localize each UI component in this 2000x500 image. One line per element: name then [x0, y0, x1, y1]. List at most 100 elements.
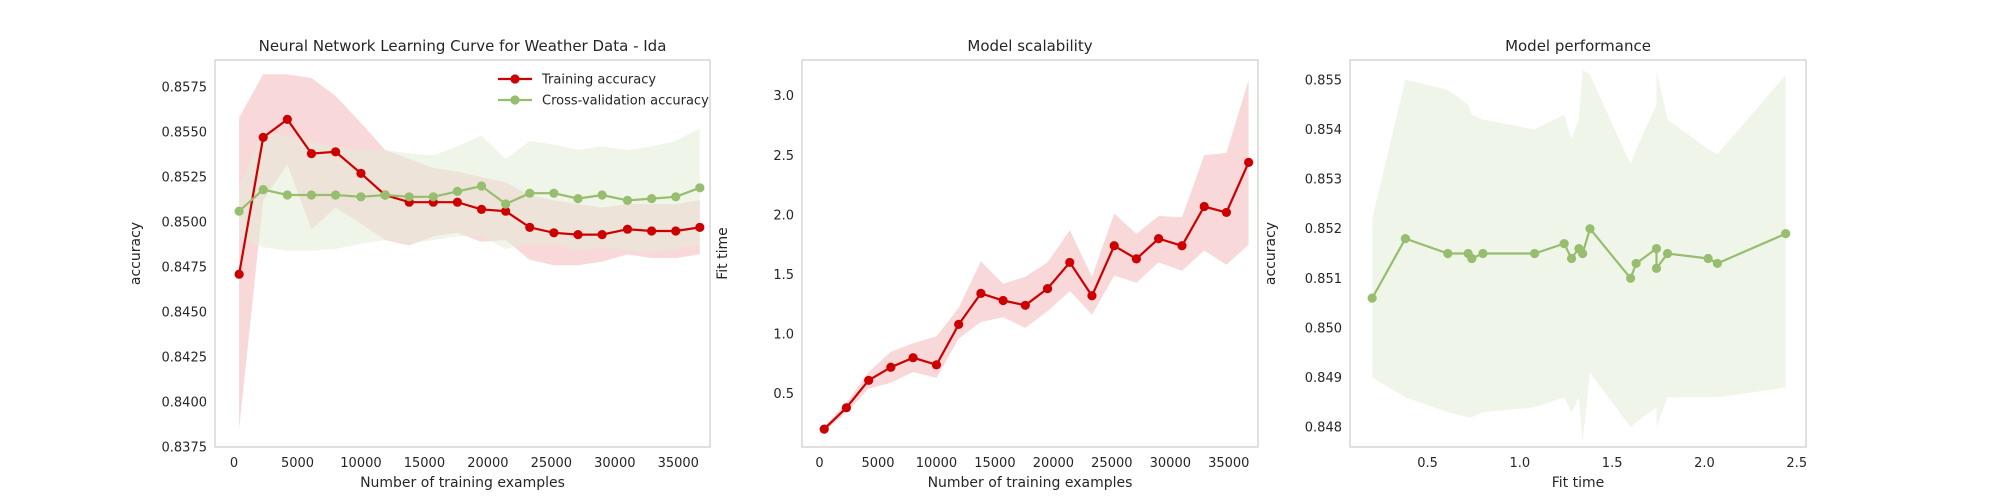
series-0-point	[908, 353, 918, 363]
x-axis-label: Number of training examples	[928, 475, 1133, 491]
series-1-point	[695, 183, 705, 193]
series-0-point	[1221, 207, 1232, 218]
legend-marker	[510, 74, 520, 84]
plot-area	[819, 80, 1254, 434]
series-0-point	[525, 222, 535, 232]
series-0-point	[1443, 248, 1453, 259]
series-1-point	[622, 195, 633, 205]
legend: Training accuracy Cross-validation accura…	[498, 73, 709, 109]
x-tick-label: 1.0	[1510, 456, 1531, 471]
series-0-point	[1578, 248, 1588, 259]
series-0-point	[976, 288, 986, 298]
plot-frame	[214, 59, 711, 448]
series-0-point	[1244, 157, 1254, 168]
x-tick-label: 10000	[916, 456, 957, 471]
y-tick-label: 0.8525	[162, 171, 208, 186]
y-tick-label: 2.0	[773, 208, 794, 223]
series-1-point	[671, 192, 681, 202]
series-1-point	[549, 188, 559, 198]
series-1-point	[428, 192, 438, 202]
series-1-point	[404, 192, 414, 202]
series-1-point	[573, 194, 583, 204]
series-0-point	[622, 224, 633, 234]
series-1-point	[452, 186, 463, 196]
series-0-point	[864, 375, 874, 385]
series-0-point	[1177, 241, 1187, 251]
series-0-point	[1712, 258, 1722, 269]
plot-area	[234, 74, 705, 430]
y-tick-label: 0.850	[1305, 321, 1342, 336]
y-tick-label: 2.5	[773, 149, 794, 164]
x-tick-label: 10000	[340, 456, 381, 471]
series-0-point	[258, 132, 268, 142]
plot-frame	[1349, 59, 1807, 448]
y-tick-label: 0.8450	[162, 306, 208, 321]
series-0-point	[1478, 248, 1488, 259]
x-axis-label: Fit time	[1552, 475, 1605, 491]
series-1-point	[234, 206, 244, 216]
chart-title: Neural Network Learning Curve for Weathe…	[259, 37, 667, 55]
x-tick-label: 2.5	[1786, 456, 1807, 471]
y-tick-label: 0.849	[1305, 371, 1342, 386]
series-0-point	[1530, 248, 1540, 259]
plot-frame	[801, 59, 1259, 448]
y-tick-label: 0.8550	[162, 126, 208, 141]
y-axis-label: Fit time	[715, 227, 731, 280]
series-0-point	[501, 206, 511, 216]
x-axis-label: Number of training examples	[360, 475, 565, 491]
performance-panel: 0.5 1.0 1.5 2.0 2.5 0.848 0.849 0.850 0.851 0.852…	[1263, 37, 1807, 491]
y-tick-label: 0.855	[1305, 73, 1342, 88]
series-0-point	[1400, 234, 1410, 244]
series-0-point	[1199, 201, 1209, 212]
series-0-point	[647, 226, 657, 236]
x-tick-label: 5000	[861, 456, 894, 471]
y-tick-label: 0.8425	[162, 351, 208, 366]
series-0-point	[356, 168, 366, 178]
series-0-point	[597, 230, 607, 240]
legend-entry: Training accuracy	[541, 73, 656, 88]
y-tick-label: 0.848	[1305, 421, 1342, 436]
series-0-point	[1367, 293, 1377, 303]
legend-marker	[510, 95, 520, 105]
series-0-point	[573, 230, 583, 240]
series-1-point	[282, 190, 292, 200]
x-tick-label: 1.5	[1602, 456, 1623, 471]
series-0-confidence-band	[239, 74, 700, 430]
series-1-point	[476, 181, 487, 191]
x-tick-label: 0	[230, 456, 238, 471]
series-1-point	[330, 190, 341, 200]
series-0-point	[954, 319, 964, 329]
series-0-point	[1651, 263, 1662, 273]
series-0-point	[306, 149, 317, 159]
x-tick-label: 35000	[658, 456, 699, 471]
series-1-confidence-band	[239, 128, 700, 253]
series-0-point	[1467, 253, 1477, 264]
chart-title: Model scalability	[967, 37, 1092, 55]
series-0-point	[476, 204, 487, 214]
y-tick-label: 0.8475	[162, 261, 208, 276]
series-0-point	[671, 226, 681, 236]
series-0-point	[1626, 273, 1636, 283]
series-0-point	[1065, 257, 1075, 268]
series-0-point	[819, 424, 829, 434]
x-tick-label: 0	[815, 456, 823, 471]
series-0-point	[1703, 253, 1713, 264]
x-tick-label: 20000	[467, 456, 508, 471]
chart-title: Model performance	[1505, 37, 1651, 55]
series-1-point	[258, 185, 268, 195]
y-tick-label: 0.8500	[162, 216, 208, 231]
series-0-point	[931, 360, 942, 370]
series-1-point	[306, 190, 317, 200]
series-0-point	[282, 114, 292, 124]
series-0-line	[823, 161, 1250, 430]
y-tick-label: 0.852	[1305, 222, 1342, 237]
series-1-point	[525, 188, 535, 198]
series-0-point	[886, 362, 896, 372]
y-tick-label: 1.5	[773, 268, 794, 283]
series-0-point	[452, 197, 463, 207]
x-tick-label: 25000	[531, 456, 572, 471]
y-tick-label: 3.0	[773, 89, 794, 104]
y-tick-label: 0.8575	[162, 81, 208, 96]
y-tick-label: 0.851	[1305, 272, 1342, 287]
x-tick-label: 5000	[281, 456, 314, 471]
